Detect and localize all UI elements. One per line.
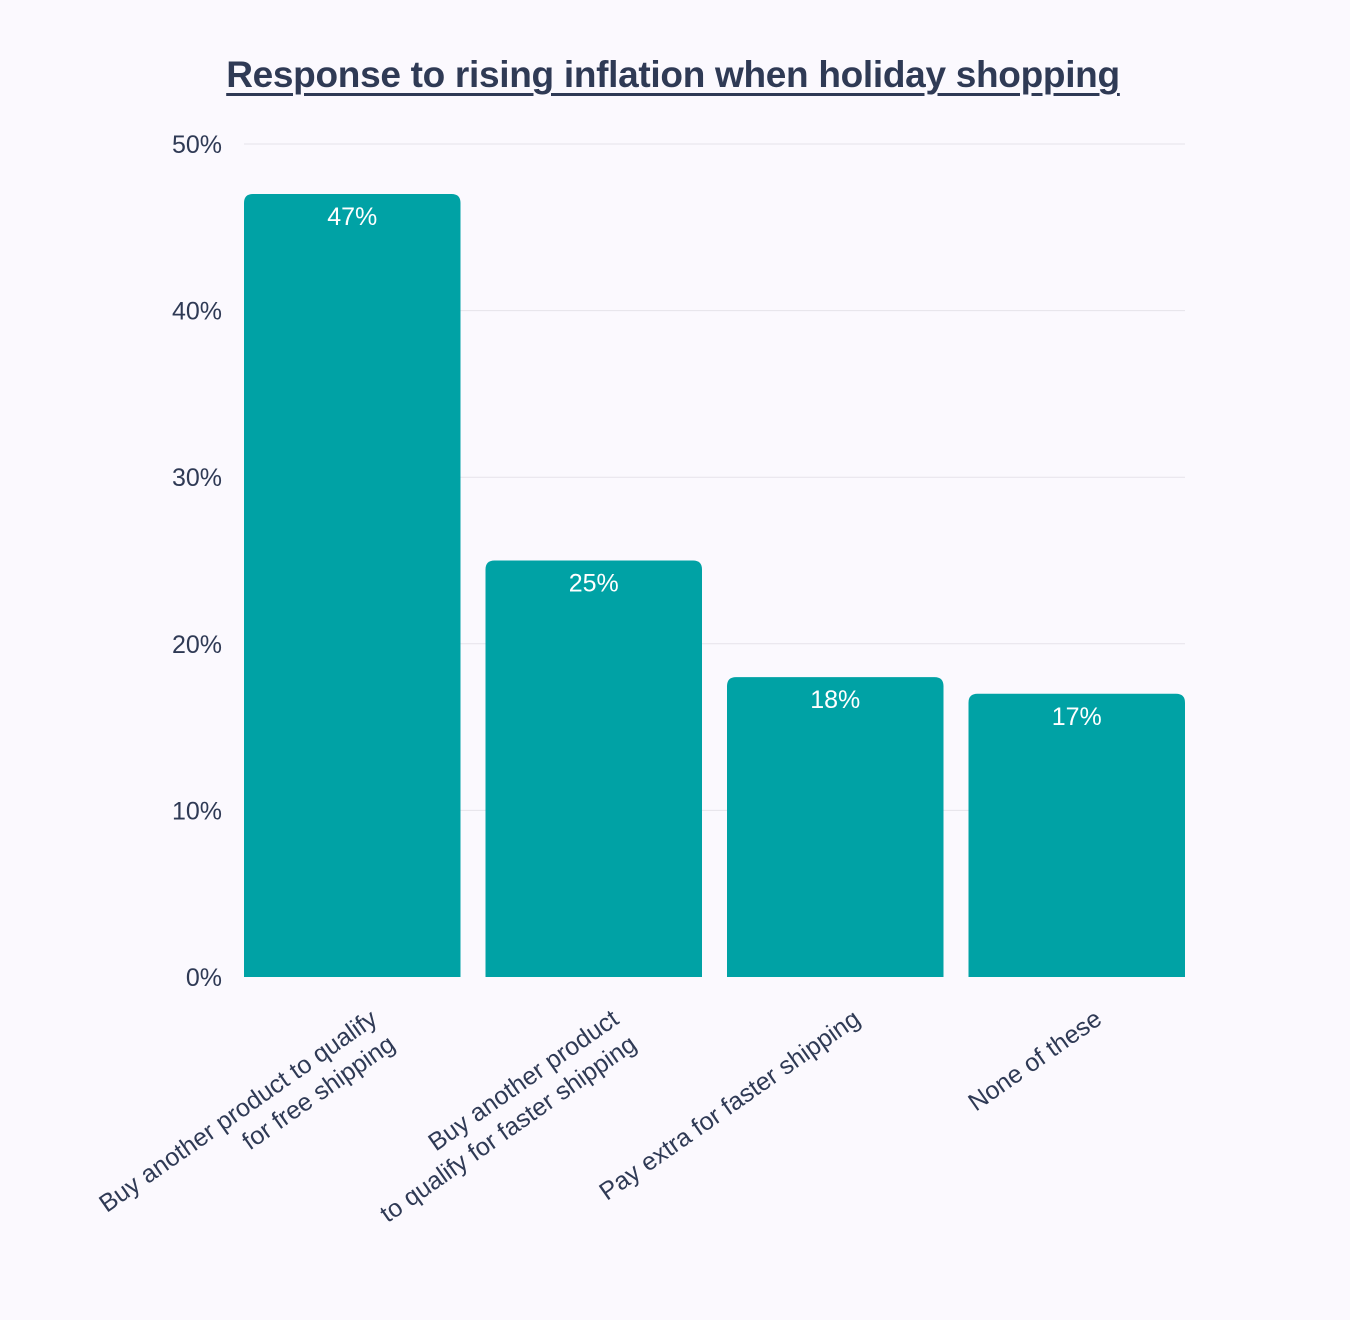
bar-1	[244, 193, 461, 978]
data-label-3: 18%	[810, 686, 860, 714]
y-axis-ticks: 0% 10% 20% 30% 40% 50%	[172, 131, 222, 992]
data-labels: 47% 25% 18% 17%	[327, 203, 1102, 731]
x-category-label-1-line-1: Buy another product to qualify	[94, 1004, 383, 1218]
bar-4	[968, 693, 1185, 977]
data-label-1: 47%	[327, 203, 377, 231]
y-tick-label-0: 0%	[186, 964, 222, 992]
y-tick-label-40: 40%	[172, 298, 222, 326]
data-label-4: 17%	[1052, 703, 1102, 731]
y-tick-label-10: 10%	[172, 797, 222, 825]
y-tick-label-20: 20%	[172, 631, 222, 659]
x-category-3: Pay extra for faster shipping	[594, 1005, 865, 1206]
data-label-2: 25%	[569, 570, 619, 598]
chart-title: Response to rising inflation when holida…	[226, 54, 1120, 95]
x-category-label-4-line-1: None of these	[963, 1005, 1107, 1117]
x-category-4: None of these	[963, 1005, 1107, 1117]
y-tick-label-50: 50%	[172, 131, 222, 159]
y-tick-label-30: 30%	[172, 464, 222, 492]
x-category-label-3-line-1: Pay extra for faster shipping	[594, 1005, 865, 1206]
bar-3	[727, 677, 944, 977]
x-category-label-2-line-2: to qualify for faster shipping	[375, 1030, 642, 1228]
bar-2	[485, 560, 702, 977]
bars	[244, 193, 1185, 978]
